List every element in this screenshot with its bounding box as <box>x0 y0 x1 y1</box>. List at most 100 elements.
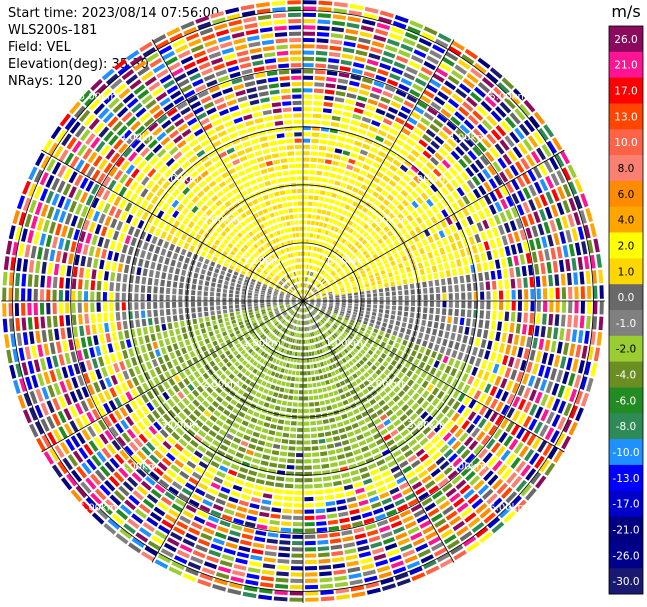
ray-gate <box>373 418 382 425</box>
ray-gate <box>343 41 356 48</box>
ray-gate <box>114 453 125 465</box>
ray-gate <box>41 330 48 343</box>
ray-gate <box>21 288 26 301</box>
ray-gate <box>99 379 107 391</box>
ray-gate <box>317 25 330 31</box>
ray-gate <box>400 43 414 52</box>
ray-gate <box>149 325 155 334</box>
ray-gate <box>229 427 237 435</box>
ray-gate <box>263 315 268 319</box>
ray-gate <box>498 247 505 258</box>
ray-gate <box>202 223 209 231</box>
ray-gate <box>228 297 233 301</box>
ray-gate <box>181 362 188 370</box>
ray-gate <box>310 301 315 303</box>
ray-gate <box>394 117 405 125</box>
ray-gate <box>210 460 220 469</box>
ray-gate <box>222 309 228 314</box>
ray-gate <box>122 370 130 380</box>
ray-gate <box>210 509 222 518</box>
ray-gate <box>436 293 441 300</box>
ray-gate <box>513 334 520 345</box>
ray-gate <box>140 302 145 310</box>
ray-gate <box>130 237 137 247</box>
ray-gate <box>348 252 354 258</box>
ray-gate <box>228 496 239 504</box>
ray-gate <box>456 333 462 342</box>
ray-gate <box>501 332 507 343</box>
ray-gate <box>346 457 356 464</box>
ray-gate <box>390 429 399 437</box>
ray-gate <box>394 138 404 147</box>
ray-gate <box>78 314 83 325</box>
ray-gate <box>325 314 330 318</box>
ray-gate <box>331 262 336 268</box>
ray-gate <box>72 266 78 278</box>
ray-gate <box>122 274 128 283</box>
ray-gate <box>393 61 406 70</box>
ray-gate <box>550 430 560 444</box>
ray-gate <box>379 180 387 188</box>
ray-gate <box>360 291 365 295</box>
ray-gate <box>281 290 286 293</box>
ray-gate <box>459 275 465 284</box>
ray-gate <box>387 400 395 407</box>
ray-gate <box>480 301 485 310</box>
ray-gate <box>307 339 310 344</box>
ray-gate <box>383 318 388 323</box>
ray-gate <box>313 101 323 106</box>
ray-gate <box>504 279 510 289</box>
ray-gate <box>535 276 541 287</box>
ray-gate <box>291 302 296 304</box>
ray-gate <box>136 267 142 276</box>
ray-gate <box>199 274 205 280</box>
ray-gate <box>318 196 325 202</box>
ray-gate <box>303 82 313 87</box>
ray-gate <box>314 69 326 75</box>
ray-gate <box>317 208 322 214</box>
ray-gate <box>586 285 592 299</box>
ray-gate <box>459 317 465 326</box>
ray-gate <box>439 271 445 279</box>
ray-gate <box>307 292 311 296</box>
ray-gate <box>195 233 202 241</box>
ray-gate <box>184 257 190 264</box>
ray-gate <box>322 293 327 296</box>
ray-gate <box>79 177 89 190</box>
ray-gate <box>142 268 148 277</box>
ray-gate <box>250 351 256 357</box>
ray-gate <box>440 528 454 539</box>
ray-gate <box>95 369 103 380</box>
ray-gate <box>421 31 435 42</box>
ray-gate <box>388 324 393 330</box>
ray-gate <box>328 231 333 237</box>
ray-gate <box>197 290 202 296</box>
ray-gate <box>427 463 437 473</box>
ray-gate <box>393 253 400 259</box>
ray-gate <box>245 363 251 369</box>
ray-gate <box>407 323 413 330</box>
ray-gate <box>66 265 72 277</box>
ray-gate <box>257 378 263 385</box>
ray-gate <box>132 155 143 166</box>
ray-gate <box>472 188 481 199</box>
ray-gate <box>341 298 346 301</box>
ray-gate <box>470 67 483 79</box>
ray-gate <box>161 191 170 201</box>
ray-gate <box>368 53 381 60</box>
ray-gate <box>550 368 558 381</box>
ray-gate <box>225 350 231 356</box>
ray-gate <box>380 531 393 539</box>
ray-gate <box>373 268 379 273</box>
ray-gate <box>151 358 159 368</box>
ray-gate <box>260 333 265 339</box>
ray-gate <box>304 446 311 451</box>
ray-gate <box>320 319 325 324</box>
ray-gate <box>430 183 439 193</box>
ray-gate <box>308 292 312 296</box>
ray-gate <box>406 214 414 222</box>
ray-gate <box>162 381 171 390</box>
ray-gate <box>85 325 91 336</box>
ray-gate <box>182 465 193 475</box>
ray-gate <box>556 246 563 259</box>
